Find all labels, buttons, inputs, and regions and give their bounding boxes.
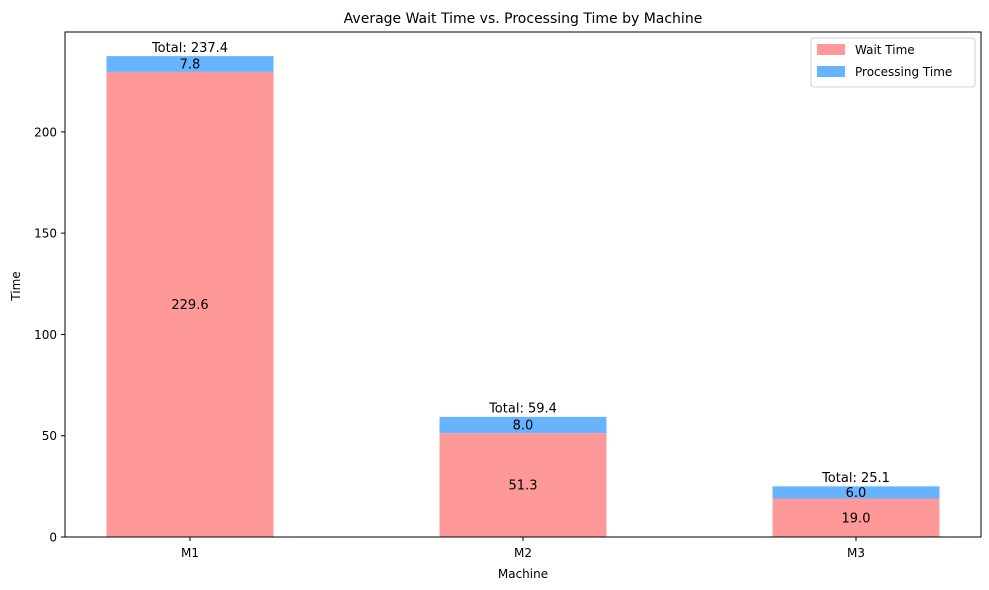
bar-wait-time-m3 bbox=[772, 498, 940, 537]
legend-label: Processing Time bbox=[855, 65, 952, 79]
x-axis-label: Machine bbox=[498, 567, 548, 581]
bar-wait-time-m2 bbox=[439, 433, 607, 537]
total-label: Total: 237.4 bbox=[151, 41, 228, 56]
legend-swatch bbox=[817, 44, 845, 55]
data-label: 7.8 bbox=[180, 58, 201, 73]
data-label: 229.6 bbox=[171, 298, 208, 313]
data-label: 19.0 bbox=[842, 511, 871, 526]
bar-wait-time-m1 bbox=[106, 71, 274, 538]
data-label: 6.0 bbox=[846, 486, 867, 501]
data-label: 51.3 bbox=[509, 479, 538, 494]
y-tick-label: 100 bbox=[34, 328, 57, 342]
data-label: 8.0 bbox=[513, 418, 534, 433]
x-axis: M1 M2 M3 bbox=[181, 537, 865, 560]
bar-processing-time-m2 bbox=[439, 416, 607, 434]
legend-box bbox=[810, 37, 976, 88]
x-tick-label: M1 bbox=[181, 546, 199, 560]
y-tick-label: 50 bbox=[42, 429, 57, 443]
legend-swatch bbox=[817, 66, 845, 77]
legend-label: Wait Time bbox=[855, 43, 915, 57]
y-tick-label: 0 bbox=[49, 531, 57, 545]
chart-title: Average Wait Time vs. Processing Time by… bbox=[344, 11, 703, 27]
bar-processing-time-m3 bbox=[772, 486, 940, 499]
y-tick-label: 150 bbox=[34, 227, 57, 241]
y-tick-label: 200 bbox=[34, 125, 57, 139]
x-tick-label: M3 bbox=[847, 546, 865, 560]
y-axis: 0 50 100 150 200 bbox=[34, 125, 65, 545]
total-label: Total: 59.4 bbox=[488, 402, 557, 417]
y-axis-label: Time bbox=[9, 271, 23, 301]
legend: Wait Time Processing Time bbox=[810, 37, 976, 88]
total-label: Total: 25.1 bbox=[821, 471, 890, 486]
bar-processing-time-m1 bbox=[106, 56, 274, 72]
x-tick-label: M2 bbox=[514, 546, 532, 560]
